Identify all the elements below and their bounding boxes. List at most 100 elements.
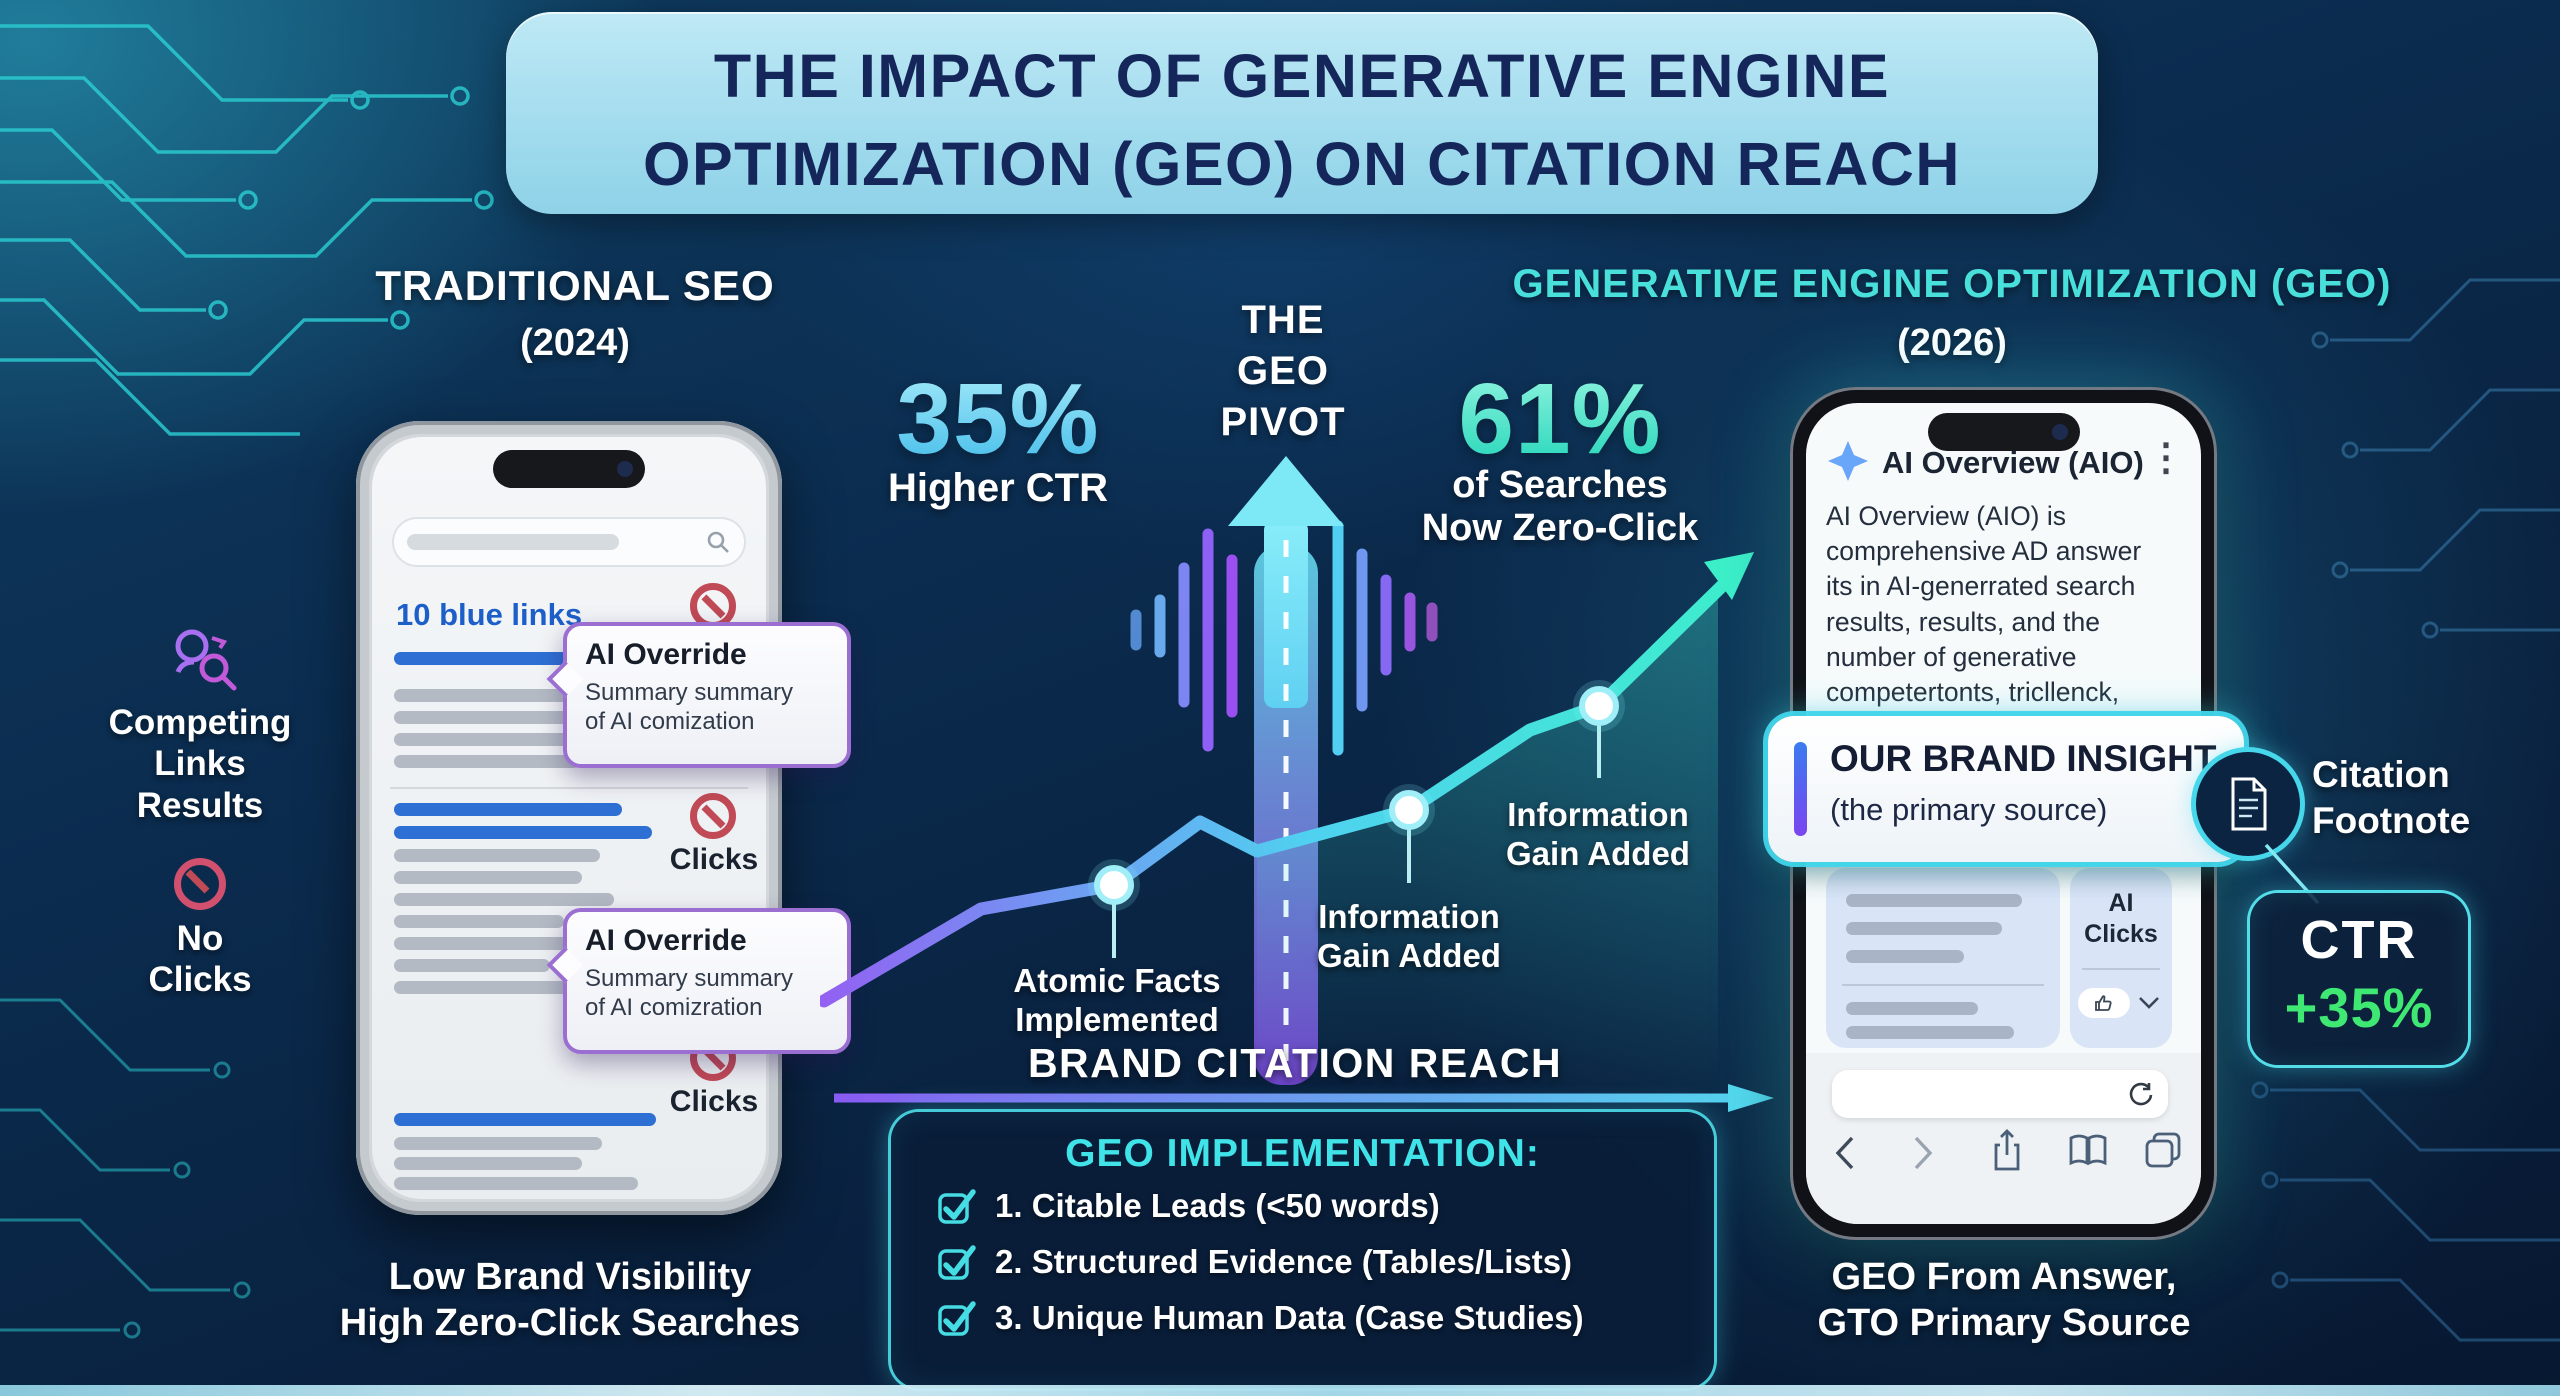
left-column-year: (2024) [520,322,630,364]
geo-implementation-item: 3. Unique Human Data (Case Studies) [937,1298,1584,1338]
geo-implementation-item: 1. Citable Leads (<50 words) [937,1186,1440,1226]
browser-toolbar [1806,1053,2201,1224]
left-caption: Low Brand Visibility High Zero-Click Sea… [339,1256,801,1345]
insight-accent-bar [1794,742,1807,836]
camera-dot [2051,424,2068,440]
camera-dot [617,461,633,477]
milestone-label-info-gain-2: Information Gain Added [1506,796,1690,872]
serp-screen: 10 blue links Clicks Clicks [372,437,766,1199]
result-bar [394,711,600,724]
ai-clicks-label: AI Clicks [2084,889,2158,949]
card-text-bar [1846,922,2002,935]
result-bar [394,893,614,906]
ctr-badge-label: CTR [2300,910,2418,970]
circuit-decoration-top-left [0,24,494,436]
brand-insight-subtitle: (the primary source) [1830,792,2108,827]
higher-ctr-stat-label: Higher CTR [888,466,1108,510]
card-divider [2082,968,2160,970]
result-bar [394,959,550,972]
equalizer-bars [1130,520,1438,756]
right-column-heading: GENERATIVE ENGINE OPTIMIZATION (GEO) [1512,262,2392,306]
competing-search-icon [175,629,237,691]
title-banner: THE IMPACT OF GENERATIVE ENGINE OPTIMIZA… [506,12,2098,214]
no-clicks-label: No Clicks [148,919,252,1000]
dynamic-island [493,450,645,488]
clicks-label: Clicks [669,843,759,876]
result-link-bar [394,826,652,839]
share-icon[interactable] [1990,1129,2024,1173]
result-card [1826,868,2060,1048]
chevron-down-icon[interactable] [2138,996,2160,1010]
ai-clicks-card: AI Clicks [2070,868,2172,1048]
circuit-decoration-bottom-left [0,998,251,1339]
zero-click-stat-value: 61% [1410,362,1710,477]
ai-override-callout-1: AI Override Summary summary of AI comiza… [563,622,851,768]
milestone-points [1088,680,1625,911]
x-axis-label: BRAND CITATION REACH [1027,1040,1563,1086]
card-text-bar [1846,894,2022,907]
search-icon [707,531,729,553]
ai-override-body: Summary summary of AI comizration [585,965,794,1022]
back-icon[interactable] [1834,1135,1856,1171]
geo-pivot-label: THE GEO PIVOT [1220,298,1346,445]
bottom-accent-strip [0,1385,2560,1396]
ctr-badge: CTR +35% [2250,893,2468,1065]
result-bar [394,915,564,928]
ai-overview-screen: AI Overview (AIO) ⋮ AI Overview (AIO) is… [1806,403,2201,1224]
citation-footnote-icon-circle [2196,752,2300,856]
circuit-decoration-right [2311,278,2560,639]
no-clicks-icon [690,793,736,839]
url-field[interactable] [1832,1070,2168,1118]
result-bar [394,1177,638,1190]
higher-ctr-stat-value: 35% [848,362,1148,477]
geo-phone: AI Overview (AIO) ⋮ AI Overview (AIO) is… [1790,387,2217,1240]
ctr-badge-value: +35% [2284,976,2434,1039]
trend-line [820,579,1729,1008]
search-bar[interactable] [392,517,746,567]
geo-implementation-title: GEO IMPLEMENTATION: [1065,1132,1540,1175]
citation-reach-chart [820,456,1754,1085]
blue-links-header: 10 blue links [396,597,583,632]
card-text-bar [1846,1002,1978,1015]
result-bar [394,871,582,884]
milestone-label-atomic-facts: Atomic Facts Implemented [1013,962,1221,1038]
ai-override-title: AI Override [585,924,747,957]
dynamic-island [1927,413,2080,451]
title-line-2: OPTIMIZATION (GEO) ON CITATION REACH [643,130,1961,198]
geo-implementation-item: 2. Structured Evidence (Tables/Lists) [937,1242,1572,1282]
result-bar [394,1137,602,1150]
document-icon [2231,777,2267,831]
title-line-1: THE IMPACT OF GENERATIVE ENGINE [713,42,1891,110]
thumbs-up-icon [2095,995,2112,1011]
forward-icon[interactable] [1912,1135,1934,1171]
kebab-menu-icon[interactable]: ⋮ [2147,437,2185,479]
result-bar [394,755,580,768]
milestone-ticks [1112,724,1601,958]
ai-overview-body: AI Overview (AIO) is comprehensive AD an… [1826,499,2158,746]
result-link-bar [394,1113,656,1126]
ai-overview-title: AI Overview (AIO) [1882,445,2144,480]
brand-insight-title: OUR BRAND INSIGHT [1830,738,2217,779]
circuit-decoration-bottom-right [2251,1081,2560,1342]
result-bar [394,849,600,862]
thumbs-up-button[interactable] [2078,988,2130,1018]
checkbox-icon [938,1245,976,1280]
result-bar [394,981,584,994]
milestone-label-info-gain-1: Information Gain Added [1317,898,1501,974]
card-text-bar [1846,950,1964,963]
ai-override-callout-2: AI Override Summary summary of AI comizr… [563,908,851,1054]
bookmarks-icon[interactable] [2068,1133,2108,1167]
traditional-seo-phone: 10 blue links Clicks Clicks [356,421,782,1215]
result-bar [394,1157,582,1170]
trend-arrowhead [1704,552,1754,600]
left-column-heading: TRADITIONAL SEO [375,262,775,309]
right-caption: GEO From Answer, GTO Primary Source [1817,1256,2191,1345]
right-column-year: (2026) [1897,322,2007,364]
reload-icon[interactable] [2128,1081,2154,1107]
tabs-icon[interactable] [2144,1131,2182,1169]
checkbox-icon [938,1189,976,1224]
brand-insight-callout: OUR BRAND INSIGHT (the primary source) [1768,716,2244,862]
no-clicks-icon [174,858,226,910]
clicks-label: Clicks [669,1085,759,1118]
